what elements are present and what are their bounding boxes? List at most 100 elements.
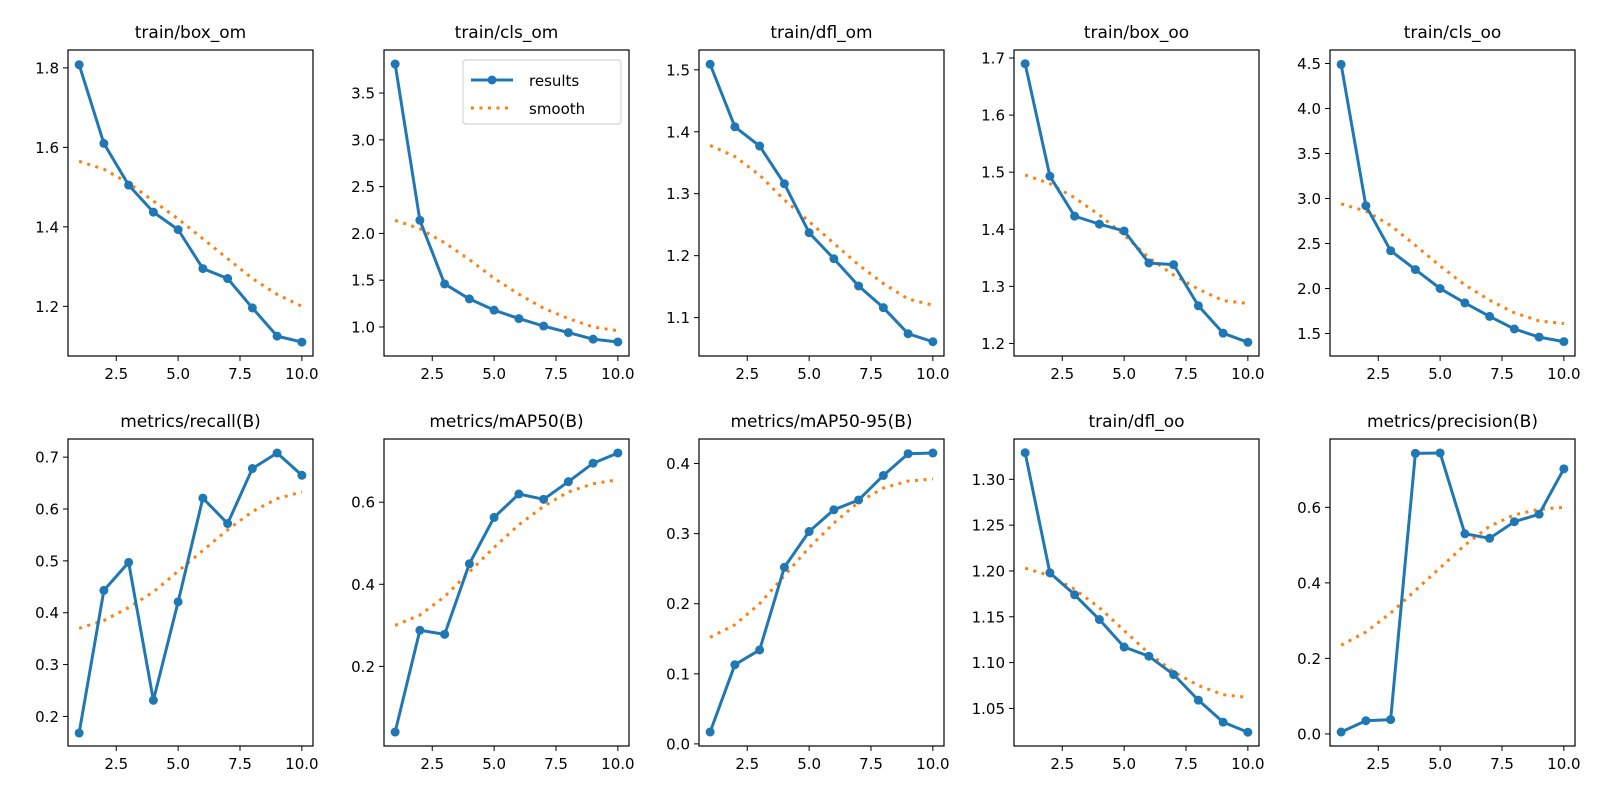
- y-tick-label: 1.30: [972, 471, 1005, 489]
- results-line: [1340, 451, 1566, 734]
- subplot-train-dfl-oo: train/dfl_oo 2.5 5.0 7.5 10.0 1.05 1.10 1.15 1.2…: [972, 412, 1265, 773]
- y-tick-label: 0.0: [1297, 725, 1321, 743]
- results-point: [1559, 337, 1569, 347]
- y-tick-label: 1.5: [1297, 325, 1321, 343]
- results-point: [1534, 332, 1544, 342]
- results-point: [514, 489, 524, 499]
- results-point: [173, 597, 183, 607]
- smooth-line: [394, 478, 619, 627]
- results-line: [1339, 64, 1565, 344]
- results-point: [489, 305, 499, 315]
- results-point: [223, 519, 233, 529]
- results-point: [390, 727, 400, 737]
- legend: results smooth: [462, 59, 622, 125]
- subplot-metrics-map50-95-b-: metrics/mAP50-95(B) 2.5 5.0 7.5 10.0 0.0 0.1 0.…: [666, 412, 949, 773]
- y-tick-label: 1.3: [666, 185, 690, 203]
- y-tick-label: 3.0: [1297, 190, 1321, 208]
- results-point: [440, 279, 450, 289]
- results-point: [804, 527, 814, 537]
- axes-frame: [383, 49, 630, 357]
- y-tick-label: 1.6: [981, 107, 1005, 125]
- y-tick-label: 1.4: [666, 123, 690, 141]
- subplot-title: train/cls_om: [455, 23, 559, 43]
- results-point: [1435, 448, 1445, 458]
- x-tick-label: 2.5: [420, 755, 444, 773]
- x-tick-label: 7.5: [544, 755, 568, 773]
- x-tick-label: 2.5: [104, 365, 128, 383]
- results-point: [613, 337, 623, 347]
- results-point: [730, 122, 740, 132]
- x-tick-label: 10.0: [916, 365, 949, 383]
- x-tick-label: 5.0: [1428, 365, 1452, 383]
- y-tick-label: 1.05: [972, 700, 1005, 718]
- axes-frame: [1013, 49, 1260, 357]
- results-point: [563, 477, 573, 487]
- y-tick-label: 0.2: [666, 595, 690, 613]
- results-point: [1169, 260, 1179, 270]
- results-point: [1361, 201, 1371, 211]
- x-tick-label: 5.0: [166, 755, 190, 773]
- y-tick-label: 0.5: [35, 552, 59, 570]
- x-tick-label: 5.0: [166, 365, 190, 383]
- results-point: [1169, 670, 1179, 680]
- results-point: [272, 331, 282, 341]
- results-point: [440, 629, 450, 639]
- results-point: [124, 180, 134, 190]
- x-tick-label: 10.0: [1547, 755, 1580, 773]
- y-tick-label: 3.0: [351, 131, 375, 149]
- results-point: [247, 464, 257, 474]
- subplot-metrics-map50-b-: metrics/mAP50(B) 2.5 5.0 7.5 10.0 0.2 0.4 0.6: [351, 412, 634, 773]
- results-point: [99, 138, 109, 148]
- results-point: [1336, 59, 1346, 69]
- smooth-line: [78, 159, 303, 308]
- x-tick-label: 7.5: [1490, 365, 1514, 383]
- results-point: [1534, 509, 1544, 519]
- x-tick-label: 10.0: [916, 755, 949, 773]
- results-point: [1386, 715, 1396, 725]
- results-point: [247, 303, 257, 313]
- y-tick-label: 0.2: [1297, 650, 1321, 668]
- x-tick-label: 2.5: [1050, 365, 1074, 383]
- results-point: [613, 448, 623, 458]
- results-line: [393, 63, 619, 344]
- results-point: [588, 334, 598, 344]
- results-point: [1243, 727, 1253, 737]
- y-tick-label: 2.5: [1297, 235, 1321, 253]
- axes-frame: [698, 49, 945, 357]
- results-point: [1045, 171, 1055, 181]
- y-tick-label: 1.4: [981, 221, 1005, 239]
- results-point: [1509, 517, 1519, 527]
- y-tick-label: 0.6: [1297, 499, 1321, 517]
- results-point: [415, 625, 425, 635]
- subplot-title: train/cls_oo: [1404, 23, 1502, 43]
- y-tick-label: 0.3: [666, 525, 690, 543]
- x-tick-label: 10.0: [601, 755, 634, 773]
- x-tick-label: 2.5: [735, 755, 759, 773]
- y-tick-label: 0.4: [351, 576, 375, 594]
- results-point: [464, 294, 474, 304]
- smooth-line: [78, 490, 303, 630]
- subplot-title: train/box_om: [135, 23, 247, 43]
- x-tick-label: 5.0: [1428, 755, 1452, 773]
- results-point: [755, 645, 765, 655]
- x-tick-label: 2.5: [1366, 755, 1390, 773]
- y-tick-label: 2.5: [351, 178, 375, 196]
- x-tick-label: 10.0: [1231, 755, 1264, 773]
- results-point: [1218, 717, 1228, 727]
- results-point: [1386, 246, 1396, 256]
- y-tick-label: 1.8: [35, 59, 59, 77]
- x-tick-label: 5.0: [797, 365, 821, 383]
- x-tick-label: 5.0: [1112, 755, 1136, 773]
- results-point: [1020, 448, 1030, 458]
- y-tick-label: 1.3: [981, 278, 1005, 296]
- y-tick-label: 0.0: [666, 735, 690, 753]
- subplot-title: metrics/mAP50(B): [429, 412, 583, 432]
- results-point: [1193, 301, 1203, 311]
- smooth-line: [1024, 566, 1249, 699]
- results-line: [1023, 452, 1249, 734]
- results-point: [148, 695, 158, 705]
- x-tick-label: 10.0: [601, 365, 634, 383]
- x-tick-label: 7.5: [1174, 755, 1198, 773]
- results-point: [74, 60, 84, 70]
- results-point: [1193, 695, 1203, 705]
